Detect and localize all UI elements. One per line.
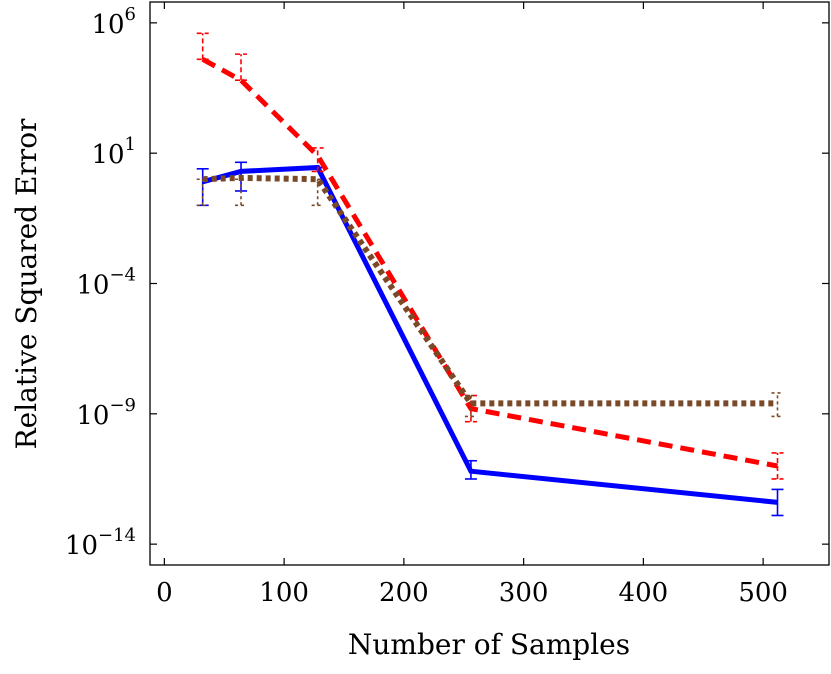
- y-tick-base: 10: [76, 401, 109, 431]
- x-tick-label: 200: [379, 578, 429, 608]
- x-tick-label: 0: [156, 578, 173, 608]
- series-line: [202, 174, 778, 407]
- x-tick-label: 500: [738, 578, 788, 608]
- x-tick-label: 300: [499, 578, 549, 608]
- series-0: [196, 161, 784, 517]
- y-tick-exponent: −14: [98, 525, 136, 546]
- y-axis-title: Relative Squared Error: [10, 118, 43, 449]
- y-tick-exponent: −4: [109, 265, 136, 286]
- x-tick-label: 400: [619, 578, 669, 608]
- y-tick-base: 10: [91, 140, 124, 170]
- y-tick-exponent: 1: [125, 134, 136, 155]
- y-tick-label: 10−14: [65, 525, 136, 561]
- y-tick-label: 101: [91, 134, 136, 170]
- y-tick-label: 106: [91, 4, 136, 40]
- series-1: [196, 32, 784, 480]
- series-2: [196, 174, 784, 418]
- y-tick-exponent: −9: [109, 395, 136, 416]
- plot-area-frame: [149, 1, 830, 566]
- x-axis-title: Number of Samples: [348, 628, 630, 661]
- x-tick-label: 100: [259, 578, 309, 608]
- y-tick-exponent: 6: [125, 4, 136, 25]
- y-tick-label: 10−4: [76, 265, 136, 301]
- series-line: [201, 57, 778, 469]
- y-tick-label: 10−9: [76, 395, 136, 431]
- y-tick-base: 10: [65, 531, 98, 561]
- y-tick-base: 10: [91, 10, 124, 40]
- series-layer: [196, 32, 784, 517]
- y-tick-base: 10: [76, 271, 109, 301]
